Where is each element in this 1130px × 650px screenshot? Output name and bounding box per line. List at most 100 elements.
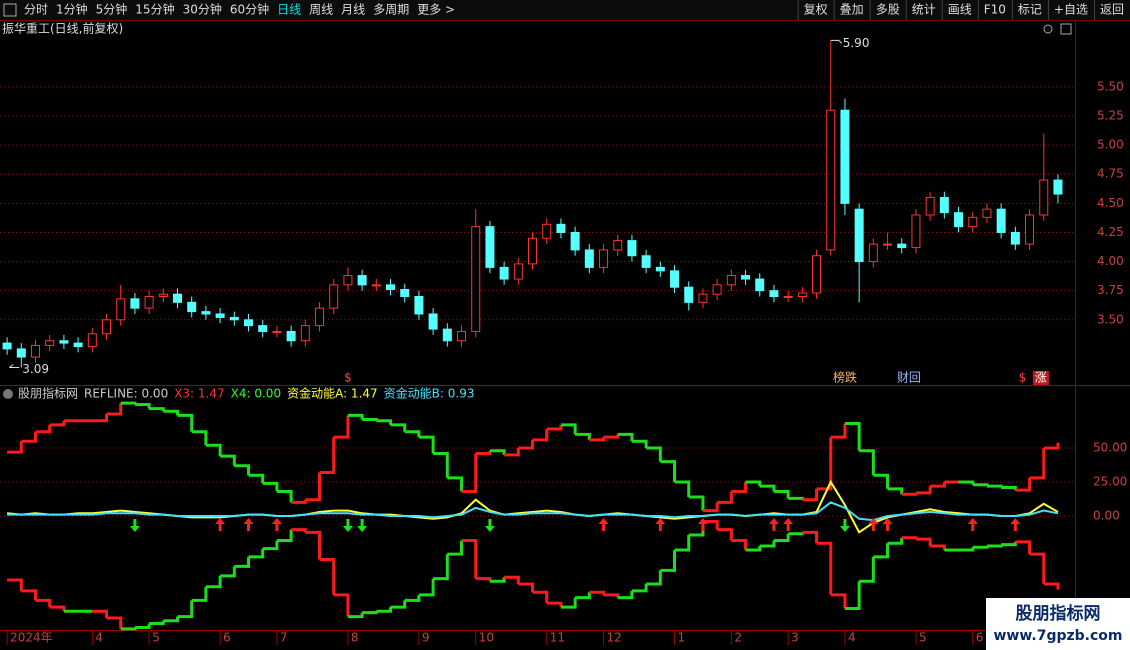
event-marker[interactable]: 涨: [1035, 370, 1047, 385]
buy-arrow: [697, 518, 708, 532]
event-marker[interactable]: 榜跌: [833, 370, 857, 385]
buy-arrow: [967, 518, 978, 532]
indicator-step: [603, 593, 620, 598]
candle-body: [797, 292, 807, 298]
indicator-step: [504, 448, 520, 457]
indicator-step: [773, 533, 790, 543]
indicator-step: [489, 449, 506, 455]
indicator-step: [418, 578, 435, 597]
toolbar-tab[interactable]: 更多 >: [417, 3, 455, 17]
candle-body: [371, 284, 381, 287]
indicator-step: [788, 496, 804, 500]
toolbar-button[interactable]: +自选: [1054, 3, 1088, 17]
toolbar-button[interactable]: 画线: [948, 3, 972, 17]
toolbar-tab[interactable]: 1分钟: [56, 2, 88, 17]
candle-body: [428, 313, 438, 330]
toolbar-icon[interactable]: [3, 3, 17, 17]
indicator-menu[interactable]: [3, 389, 13, 399]
candle-body: [2, 342, 12, 350]
indicator-step: [305, 472, 322, 502]
event-marker[interactable]: $: [1019, 371, 1027, 385]
x-tick-label: 9: [422, 631, 430, 645]
x-tick-label: 3: [791, 631, 799, 645]
toolbar-tab[interactable]: 5分钟: [96, 2, 128, 17]
candle-body: [45, 340, 55, 346]
toolbar-button[interactable]: 返回: [1100, 3, 1124, 17]
candle-body: [655, 266, 665, 272]
icon[interactable]: [1043, 24, 1053, 34]
indicator-step: [859, 556, 875, 583]
indicator-step: [816, 437, 833, 491]
indicator-step: [546, 424, 563, 431]
toolbar-button[interactable]: 标记: [1018, 3, 1042, 17]
indicator-step: [674, 480, 691, 497]
candle-body: [868, 243, 878, 263]
indicator-step: [518, 582, 535, 593]
indicator-step: [802, 530, 819, 544]
buy-arrow: [882, 518, 893, 532]
candle-body: [229, 316, 239, 321]
candle-body: [59, 340, 69, 344]
indicator-step: [21, 589, 38, 601]
toolbar-tab[interactable]: 分时: [24, 3, 48, 17]
candle-body: [414, 296, 424, 315]
indicator-step: [617, 590, 634, 600]
indicator-step: [220, 454, 236, 466]
indicator-step: [986, 544, 1003, 548]
y-tick-label: 3.50: [1097, 312, 1124, 326]
indicator-line: [7, 501, 1059, 522]
event-marker[interactable]: 财回: [897, 371, 921, 385]
candle-body: [1025, 214, 1035, 245]
indicator-step: [447, 540, 464, 556]
candle-body: [73, 342, 83, 348]
toolbar-button[interactable]: 多股: [876, 3, 900, 17]
x-tick-label: 4: [848, 631, 856, 645]
indicator-step: [646, 446, 662, 462]
indicator-step: [489, 577, 506, 583]
indicator-step: [234, 464, 251, 476]
indicator-step: [575, 432, 591, 440]
x-tick-label: 2: [734, 631, 742, 645]
y-tick-label: 3.75: [1097, 283, 1124, 297]
x-tick-label: 11: [550, 631, 565, 645]
indicator-step: [149, 407, 165, 412]
toolbar-tab[interactable]: 60分钟: [230, 2, 269, 17]
x-tick-label: 2024年: [10, 631, 53, 645]
indicator-step: [418, 435, 435, 454]
candle-body: [300, 325, 310, 342]
y-tick-label: 5.00: [1097, 138, 1124, 152]
indicator-step: [901, 492, 918, 496]
indicator-step: [773, 490, 790, 499]
indicator-step: [177, 413, 194, 432]
indicator-step: [205, 443, 222, 457]
toolbar-tab[interactable]: 月线: [341, 3, 365, 17]
sell-arrow: [357, 519, 368, 533]
toolbar-button[interactable]: F10: [984, 3, 1006, 17]
toolbar-tab[interactable]: 周线: [309, 3, 333, 17]
indicator-step: [745, 480, 762, 487]
toolbar-tab[interactable]: 日线: [277, 3, 301, 17]
indicator-step: [35, 598, 52, 608]
toolbar-tab[interactable]: 15分钟: [135, 2, 174, 17]
indicator-step: [518, 439, 535, 450]
indicator-step: [560, 423, 577, 435]
icon[interactable]: [1060, 23, 1072, 35]
indicator-step: [859, 449, 875, 476]
toolbar-tab[interactable]: 30分钟: [183, 2, 222, 17]
indicator-step: [717, 528, 733, 541]
toolbar-tab[interactable]: 多周期: [373, 3, 409, 17]
indicator-header: X3: 1.47: [174, 387, 224, 401]
indicator-step: [106, 616, 123, 629]
indicator-step: [92, 609, 109, 619]
event-marker[interactable]: $: [344, 371, 352, 385]
indicator-step: [731, 482, 748, 494]
indicator-step: [873, 473, 890, 489]
toolbar-button[interactable]: 叠加: [840, 3, 864, 17]
toolbar-button[interactable]: 统计: [912, 3, 936, 17]
x-tick-label: 6: [976, 631, 984, 645]
indicator-step: [333, 593, 350, 617]
toolbar-button[interactable]: 复权: [804, 3, 828, 17]
x-tick-label: 4: [95, 631, 103, 645]
candle-body: [116, 298, 126, 321]
